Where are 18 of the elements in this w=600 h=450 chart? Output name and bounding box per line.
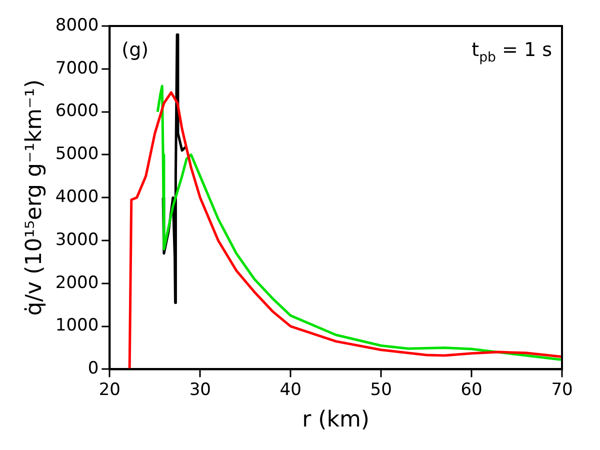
x-tick-label: 30 [189,380,211,400]
y-tick-label: 1000 [55,316,99,336]
y-tick-label: 6000 [55,101,99,122]
y-tick-label: 4000 [55,187,99,208]
y-axis-title: q̇/v (10¹⁵erg g⁻¹km⁻¹) [22,79,47,316]
y-tick-label: 2000 [55,272,99,293]
x-axis-title: r (km) [302,408,370,433]
y-tick-label: 7000 [55,58,99,78]
y-tick-label: 5000 [55,144,99,164]
annotation: (g) [122,39,149,61]
x-tick-label: 50 [370,380,392,400]
y-tick-label: 3000 [55,230,99,250]
y-tick-label: 0 [88,358,99,379]
x-tick-label: 20 [98,380,120,400]
x-tick-label: 40 [280,380,302,400]
x-tick-label: 60 [460,380,482,400]
y-tick-label: 8000 [55,15,99,36]
x-tick-label: 70 [551,380,573,400]
